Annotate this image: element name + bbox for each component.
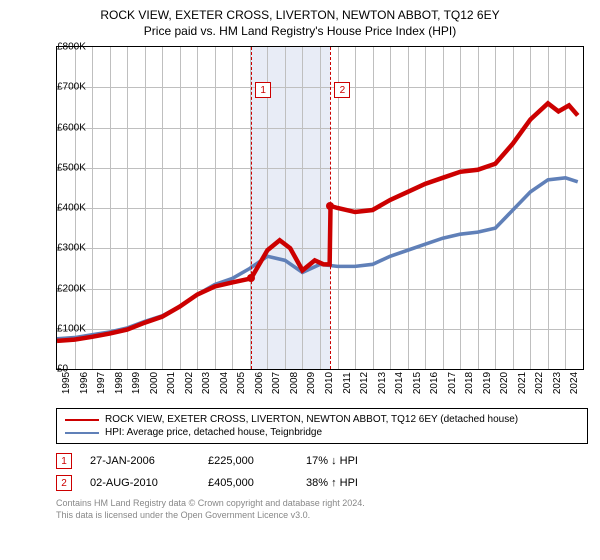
xtick-label: 2019: [478, 372, 493, 394]
ytick-label: £700K: [57, 82, 61, 93]
sale-date: 02-AUG-2010: [90, 477, 190, 489]
series-blue: [57, 178, 578, 339]
xtick-label: 2015: [408, 372, 423, 394]
xtick-label: 2013: [373, 372, 388, 394]
xtick-label: 1996: [75, 372, 90, 394]
sale-date: 27-JAN-2006: [90, 455, 190, 467]
ytick-label: £500K: [57, 162, 61, 173]
legend-label: HPI: Average price, detached house, Teig…: [105, 427, 322, 438]
xtick-label: 1995: [57, 372, 72, 394]
xtick-label: 2021: [513, 372, 528, 394]
marker-line: [251, 47, 252, 369]
xtick-label: 2005: [232, 372, 247, 394]
sale-price: £405,000: [208, 477, 288, 489]
xtick-label: 2009: [302, 372, 317, 394]
footer-text: Contains HM Land Registry data © Crown c…: [56, 498, 588, 521]
plot-region: 12 £0£100K£200K£300K£400K£500K£600K£700K…: [56, 46, 584, 370]
legend: ROCK VIEW, EXETER CROSS, LIVERTON, NEWTO…: [56, 408, 588, 444]
xtick-label: 2016: [425, 372, 440, 394]
ytick-label: £600K: [57, 122, 61, 133]
ytick-label: £400K: [57, 203, 61, 214]
legend-swatch: [65, 419, 99, 421]
chart-area: 12 £0£100K£200K£300K£400K£500K£600K£700K…: [12, 46, 588, 406]
ytick-label: £100K: [57, 323, 61, 334]
sale-row: 2 02-AUG-2010 £405,000 38% ↑ HPI: [56, 472, 588, 494]
xtick-label: 2002: [180, 372, 195, 394]
sale-dot: [326, 202, 334, 210]
legend-item-red: ROCK VIEW, EXETER CROSS, LIVERTON, NEWTO…: [65, 413, 579, 426]
sales-table: 1 27-JAN-2006 £225,000 17% ↓ HPI 2 02-AU…: [56, 450, 588, 494]
xtick-label: 2018: [460, 372, 475, 394]
sale-marker-icon: 1: [56, 453, 72, 469]
xtick-label: 2003: [197, 372, 212, 394]
ytick-label: £300K: [57, 243, 61, 254]
legend-item-blue: HPI: Average price, detached house, Teig…: [65, 426, 579, 439]
footer-line: Contains HM Land Registry data © Crown c…: [56, 498, 588, 510]
marker-badge: 1: [255, 82, 271, 98]
xtick-label: 1997: [92, 372, 107, 394]
footer-line: This data is licensed under the Open Gov…: [56, 510, 588, 522]
sale-delta: 17% ↓ HPI: [306, 455, 358, 467]
sale-marker-icon: 2: [56, 475, 72, 491]
sale-row: 1 27-JAN-2006 £225,000 17% ↓ HPI: [56, 450, 588, 472]
xtick-label: 2011: [338, 372, 353, 394]
series-lines: [57, 47, 583, 369]
sale-price: £225,000: [208, 455, 288, 467]
legend-swatch: [65, 432, 99, 434]
xtick-label: 2020: [495, 372, 510, 394]
xtick-label: 1999: [127, 372, 142, 394]
xtick-label: 1998: [110, 372, 125, 394]
xtick-label: 2014: [390, 372, 405, 394]
xtick-label: 2017: [443, 372, 458, 394]
chart-container: ROCK VIEW, EXETER CROSS, LIVERTON, NEWTO…: [0, 0, 600, 560]
xtick-label: 2008: [285, 372, 300, 394]
xtick-label: 2022: [530, 372, 545, 394]
xtick-label: 2000: [145, 372, 160, 394]
chart-title: ROCK VIEW, EXETER CROSS, LIVERTON, NEWTO…: [12, 8, 588, 22]
xtick-label: 2006: [250, 372, 265, 394]
xtick-label: 2007: [267, 372, 282, 394]
xtick-label: 2024: [565, 372, 580, 394]
sale-delta: 38% ↑ HPI: [306, 477, 358, 489]
chart-subtitle: Price paid vs. HM Land Registry's House …: [12, 24, 588, 38]
ytick-label: £800K: [57, 42, 61, 53]
xtick-label: 2004: [215, 372, 230, 394]
marker-badge: 2: [334, 82, 350, 98]
legend-label: ROCK VIEW, EXETER CROSS, LIVERTON, NEWTO…: [105, 414, 518, 425]
xtick-label: 2012: [355, 372, 370, 394]
xtick-label: 2001: [162, 372, 177, 394]
ytick-label: £200K: [57, 283, 61, 294]
xtick-label: 2023: [548, 372, 563, 394]
xtick-label: 2010: [320, 372, 335, 394]
sale-dot: [247, 274, 255, 282]
